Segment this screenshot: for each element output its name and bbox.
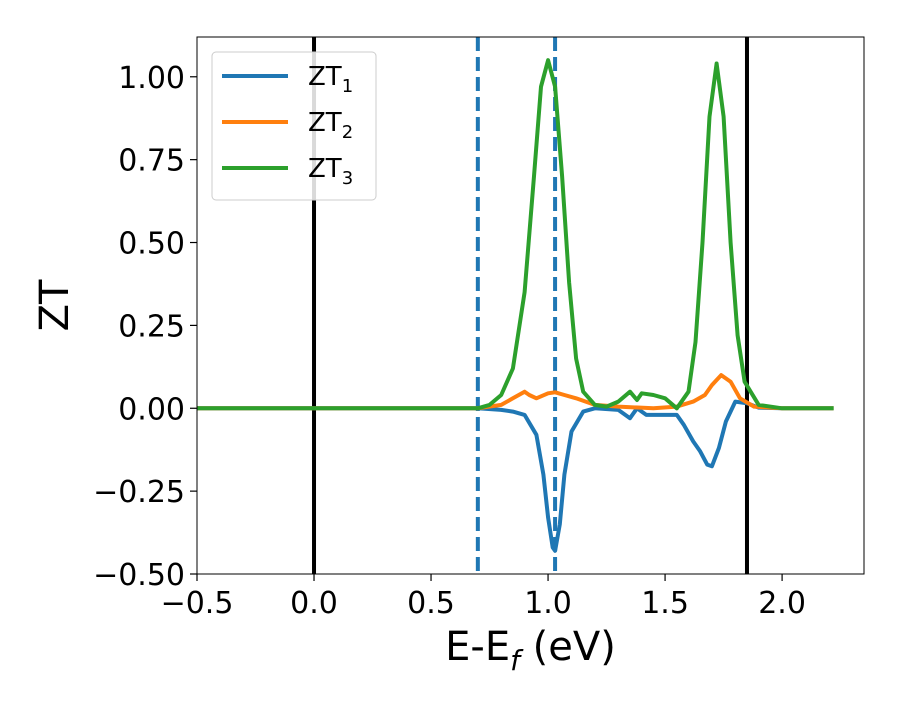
y-tick-label: 0.50 xyxy=(118,227,185,262)
legend-label: ZT3 xyxy=(308,154,353,189)
series-line-zt1 xyxy=(197,399,834,553)
x-axis-ticks: −0.5 0.0 0.5 1.0 1.5 2.0 xyxy=(161,574,806,621)
legend-item-zt3: ZT3 xyxy=(222,154,353,189)
reference-lines xyxy=(312,37,749,574)
legend-item-zt1: ZT1 xyxy=(222,62,353,97)
y-tick-label: −0.50 xyxy=(93,558,185,593)
y-tick-label: −0.25 xyxy=(93,475,185,510)
x-tick-label: −0.5 xyxy=(161,586,234,621)
legend-label: ZT2 xyxy=(308,108,353,143)
y-tick-label: 0.00 xyxy=(118,392,185,427)
x-tick-label: 2.0 xyxy=(758,586,806,621)
plot-frame xyxy=(196,36,865,575)
x-tick-label: 0.0 xyxy=(290,586,338,621)
y-axis-title: ZT xyxy=(32,279,78,331)
series-lines xyxy=(197,58,834,553)
y-tick-label: 0.75 xyxy=(118,144,185,179)
legend-item-zt2: ZT2 xyxy=(222,108,353,143)
legend-items: ZT1 ZT2 ZT3 xyxy=(222,62,353,189)
y-tick-label: 0.25 xyxy=(118,309,185,344)
x-tick-label: 0.5 xyxy=(407,586,455,621)
x-tick-label: 1.0 xyxy=(524,586,572,621)
legend: ZT1 ZT2 ZT3 xyxy=(211,51,377,201)
x-tick-label: 1.5 xyxy=(641,586,689,621)
legend-label: ZT1 xyxy=(308,62,353,97)
legend-box xyxy=(211,51,377,201)
y-axis-ticks: −0.50 −0.25 0.00 0.25 0.50 0.75 1.00 xyxy=(93,61,197,593)
x-axis-title: E-Ef (eV) xyxy=(445,624,616,677)
y-tick-label: 1.00 xyxy=(118,61,185,96)
series-line-zt3 xyxy=(197,58,834,411)
